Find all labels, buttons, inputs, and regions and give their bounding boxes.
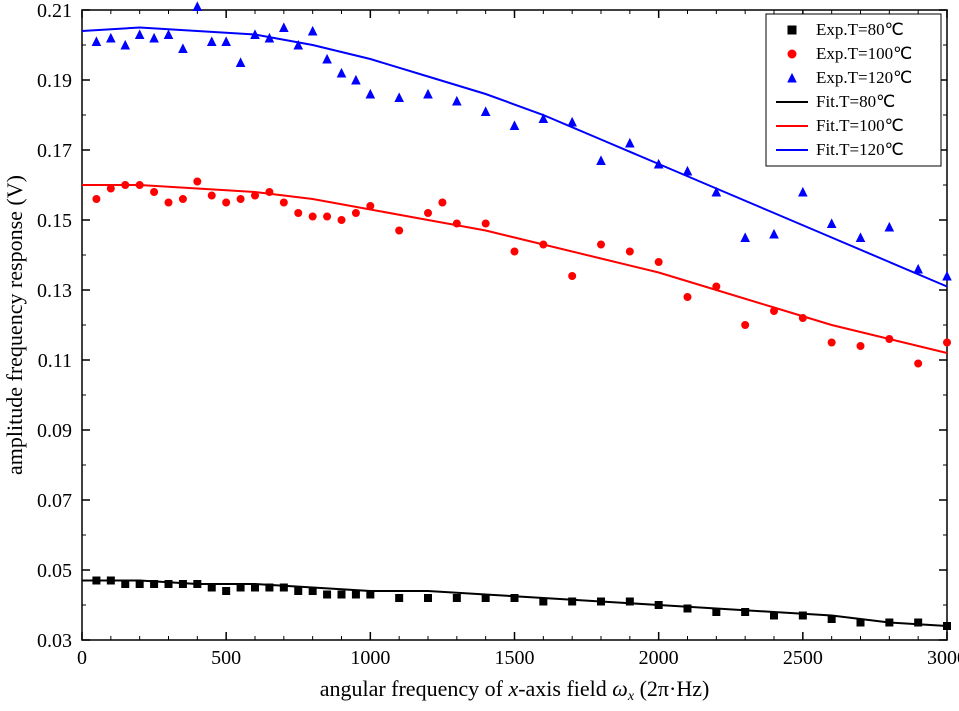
svg-text:1500: 1500 (495, 647, 535, 669)
chart-svg: 0 500 1000 1500 2000 2500 3000 0.03 0.05 0.07 0.09… (0, 0, 959, 711)
svg-text:0.05: 0.05 (37, 560, 72, 582)
svg-text:0.15: 0.15 (37, 210, 72, 232)
svg-text:0.09: 0.09 (37, 420, 72, 442)
svg-text:angular frequency of x-axis fi: angular frequency of x-axis field ωx (2π… (320, 676, 710, 704)
svg-text:0.03: 0.03 (37, 630, 72, 652)
svg-text:Fit.T=80℃: Fit.T=80℃ (816, 92, 895, 111)
svg-text:Exp.T=80℃: Exp.T=80℃ (816, 20, 904, 39)
svg-text:0.17: 0.17 (37, 140, 72, 162)
svg-text:1000: 1000 (350, 647, 390, 669)
svg-text:3000: 3000 (927, 647, 959, 669)
svg-text:500: 500 (211, 647, 241, 669)
svg-text:0: 0 (77, 647, 87, 669)
svg-text:0.19: 0.19 (37, 70, 72, 92)
svg-text:Fit.T=100℃: Fit.T=100℃ (816, 116, 904, 135)
svg-text:0.21: 0.21 (37, 0, 72, 22)
svg-text:0.13: 0.13 (37, 280, 72, 302)
svg-text:Exp.T=120℃: Exp.T=120℃ (816, 68, 912, 87)
chart-container: 0 500 1000 1500 2000 2500 3000 0.03 0.05 0.07 0.09… (0, 0, 959, 711)
svg-text:2000: 2000 (639, 647, 679, 669)
svg-text:0.11: 0.11 (38, 350, 72, 372)
svg-text:amplitude frequency response (: amplitude frequency response (V) (2, 175, 27, 475)
svg-text:0.07: 0.07 (37, 490, 72, 512)
svg-text:Exp.T=100℃: Exp.T=100℃ (816, 44, 912, 63)
svg-text:Fit.T=120℃: Fit.T=120℃ (816, 140, 904, 159)
svg-text:2500: 2500 (783, 647, 823, 669)
